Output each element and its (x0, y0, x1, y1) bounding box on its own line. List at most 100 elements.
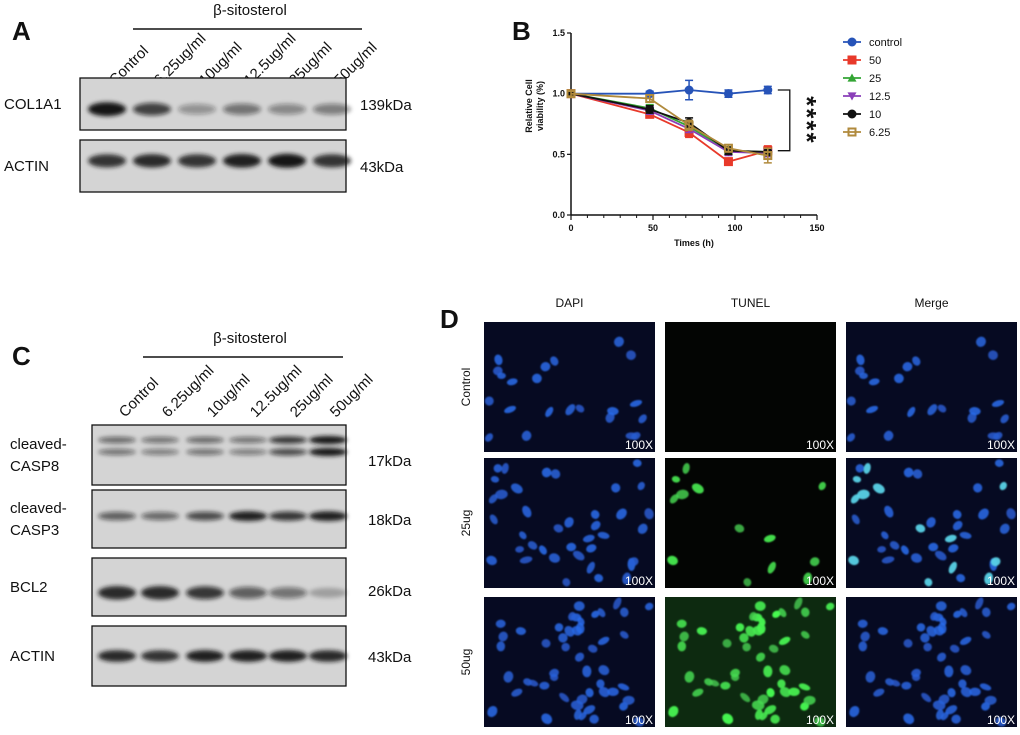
nucleus (960, 665, 972, 676)
nucleus (949, 644, 960, 653)
magnification: 100X (806, 574, 834, 588)
nucleus (1006, 508, 1016, 520)
nucleus (948, 561, 957, 574)
nucleus (855, 464, 865, 473)
nucleus (978, 508, 989, 520)
band (186, 448, 224, 456)
nucleus (570, 700, 584, 711)
nucleus (582, 534, 595, 543)
nucleus (920, 633, 930, 643)
significance-bracket (777, 89, 791, 152)
nucleus (990, 557, 1001, 567)
nucleus (858, 641, 868, 652)
band (269, 587, 307, 599)
row-label: 25ug (459, 510, 473, 537)
nucleus (562, 578, 571, 587)
nucleus (590, 520, 601, 531)
nucleus (763, 665, 773, 678)
band (269, 511, 307, 521)
nucleus (902, 362, 913, 372)
legend-label: 10 (869, 109, 881, 121)
nucleus (679, 631, 689, 642)
nucleus (561, 642, 570, 652)
nucleus (620, 607, 629, 617)
nucleus (527, 541, 538, 550)
point (645, 94, 655, 104)
nucleus (583, 705, 596, 715)
nucleus (558, 633, 568, 643)
nucleus (910, 553, 923, 563)
nucleus (616, 508, 627, 520)
nucleus (684, 671, 695, 683)
legend-marker (847, 55, 857, 65)
nucleus (779, 665, 791, 676)
nucleus (488, 494, 498, 504)
point (763, 151, 773, 161)
nucleus (564, 517, 574, 528)
nucleus (868, 378, 880, 386)
nucleus (921, 692, 932, 703)
nucleus (926, 626, 937, 637)
nucleus (923, 642, 932, 652)
row-label: Control (459, 368, 473, 407)
band (186, 586, 224, 600)
nucleus (877, 546, 886, 553)
nucleus (644, 508, 654, 520)
nucleus (764, 705, 777, 715)
magnification: 100X (625, 574, 653, 588)
band (229, 650, 267, 662)
nucleus (566, 542, 577, 552)
point (684, 120, 694, 130)
micrograph (846, 322, 1017, 452)
blot-name: BCL2 (10, 579, 48, 596)
nucleus (991, 399, 1005, 407)
nucleus (982, 607, 991, 617)
nucleus (671, 476, 681, 483)
point (723, 143, 733, 153)
legend-marker (847, 109, 857, 119)
nucleus (940, 712, 949, 721)
band (186, 650, 224, 662)
nucleus (519, 556, 533, 564)
nucleus (952, 520, 963, 531)
band (186, 511, 224, 521)
nucleus (614, 336, 624, 347)
nucleus (984, 572, 994, 585)
nuclei (668, 597, 835, 727)
blot-bands (88, 153, 351, 168)
nucleus (912, 469, 923, 479)
nucleus (984, 695, 997, 705)
blot-background (80, 140, 346, 192)
point (763, 85, 773, 95)
panel-letter: D (440, 304, 459, 334)
panel-letter: B (512, 16, 531, 46)
legend-label: control (869, 37, 902, 49)
nucleus (629, 399, 643, 407)
nucleus (951, 714, 961, 724)
legend-marker (847, 73, 857, 82)
band (98, 448, 136, 456)
nucleus (598, 687, 610, 698)
x-tick-label: 0 (568, 223, 573, 233)
nucleus (539, 681, 550, 690)
nucleus (626, 350, 636, 361)
blot-name: ACTIN (10, 648, 55, 665)
band (229, 586, 267, 599)
nucleus (632, 459, 642, 467)
nucleus (938, 622, 947, 634)
nucleus (668, 705, 679, 718)
column-header: DAPI (555, 296, 583, 310)
nucleus (767, 561, 776, 574)
band (88, 102, 126, 117)
micrograph (665, 322, 836, 452)
nucleus (912, 356, 921, 366)
nucleus (541, 639, 551, 648)
nucleus (554, 623, 564, 632)
nucleus (777, 679, 786, 689)
micrograph (484, 322, 655, 452)
nucleus (598, 665, 610, 676)
nucleus (975, 597, 984, 610)
nucleus (549, 668, 559, 678)
nucleus (622, 695, 635, 705)
group-label: β-sitosterol (213, 2, 287, 19)
